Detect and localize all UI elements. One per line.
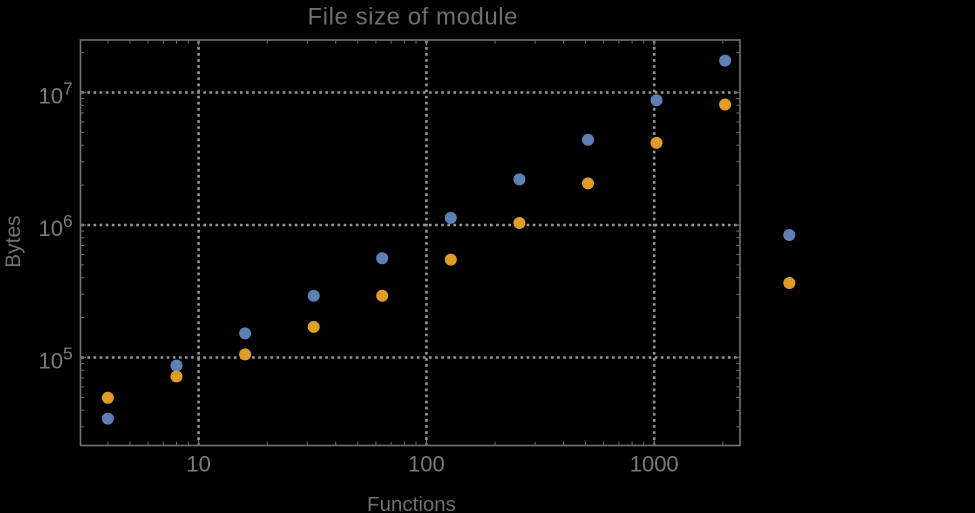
svg-text:1000: 1000 <box>630 452 679 477</box>
svg-text:File size of module: File size of module <box>308 4 519 31</box>
svg-text:6: 6 <box>63 211 73 231</box>
svg-text:10: 10 <box>39 84 63 109</box>
svg-text:7: 7 <box>63 79 73 99</box>
svg-text:Bytes: Bytes <box>2 215 25 268</box>
svg-text:5: 5 <box>63 344 73 364</box>
svg-text:10: 10 <box>39 216 63 241</box>
svg-text:10: 10 <box>186 452 210 477</box>
svg-text:Functions: Functions <box>367 493 456 513</box>
svg-text:100: 100 <box>408 452 445 477</box>
svg-text:10: 10 <box>39 349 63 374</box>
